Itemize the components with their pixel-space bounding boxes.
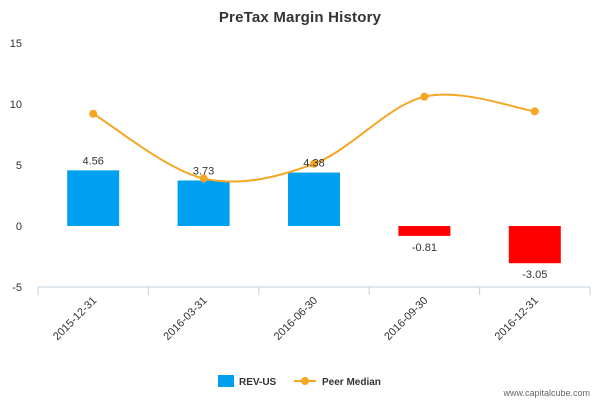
x-tick-label: 2016-12-31 <box>493 295 541 343</box>
y-tick-label: 15 <box>10 38 22 50</box>
credit-text: www.capitalcube.com <box>502 388 590 398</box>
peer-median-point-2016-09-30 <box>420 92 429 101</box>
data-labels: 4.56 3.73 4.38 -0.81 -3.05 <box>82 155 547 281</box>
legend-label-rev-us: REV-US <box>239 377 277 388</box>
bar-value-label: 3.73 <box>193 165 214 177</box>
peer-median-point-2016-03-31 <box>199 174 208 183</box>
bar-2016-03-31 <box>177 180 230 226</box>
line-series <box>89 92 539 183</box>
legend-swatch-marker-peer-median <box>301 377 309 385</box>
legend: REV-US Peer Median <box>218 375 381 388</box>
peer-median-point-2016-12-31 <box>530 107 539 116</box>
x-tick-label: 2016-06-30 <box>272 295 320 343</box>
y-tick-label: -5 <box>12 282 22 294</box>
x-axis <box>37 286 591 295</box>
legend-label-peer-median: Peer Median <box>322 377 381 388</box>
bar-value-label: 4.56 <box>82 155 103 167</box>
x-tick-label: 2015-12-31 <box>51 295 99 343</box>
y-tick-label: 5 <box>16 160 22 172</box>
x-axis-ticks: 2015-12-31 2016-03-31 2016-06-30 2016-09-30… <box>51 295 541 343</box>
y-tick-label: 10 <box>10 99 22 111</box>
bar-value-label: -3.05 <box>522 269 547 281</box>
y-axis-ticks: 15 10 5 0 -5 <box>10 38 22 294</box>
bar-2015-12-31 <box>67 170 120 226</box>
peer-median-point-2015-12-31 <box>89 109 98 118</box>
chart-title: PreTax Margin History <box>219 9 382 26</box>
bar-2016-06-30 <box>288 172 340 226</box>
y-tick-label: 0 <box>16 221 22 233</box>
bar-2016-09-30 <box>398 226 451 236</box>
bar-value-label: 4.38 <box>303 158 324 170</box>
x-tick-label: 2016-03-31 <box>161 295 209 343</box>
bar-series <box>67 170 561 264</box>
bar-2016-12-31 <box>508 226 561 264</box>
bar-value-label: -0.81 <box>412 242 437 254</box>
peer-median-point-2016-06-30 <box>310 159 318 168</box>
legend-swatch-rev-us <box>218 375 234 387</box>
x-tick-label: 2016-09-30 <box>382 295 430 343</box>
